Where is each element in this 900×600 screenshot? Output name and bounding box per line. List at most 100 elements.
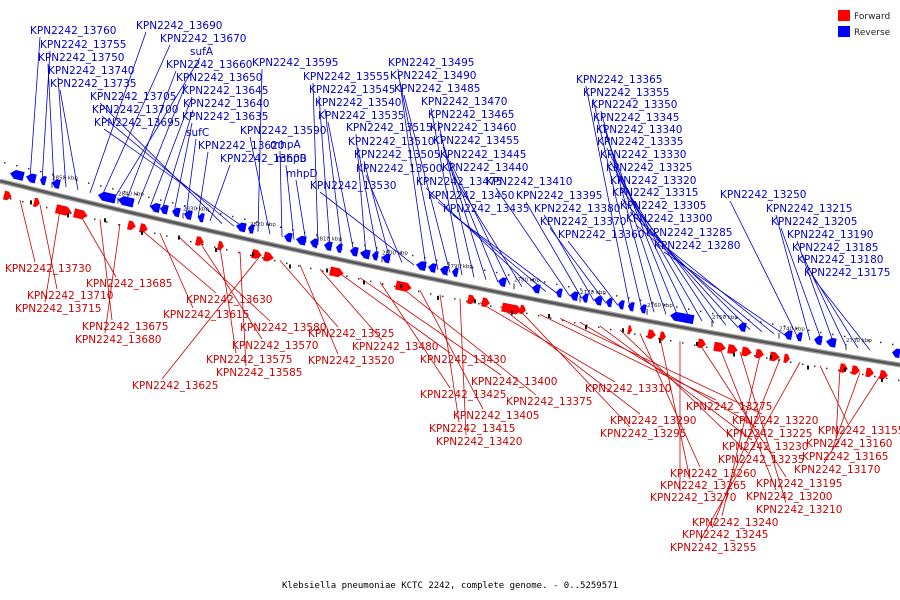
track-dot bbox=[892, 343, 894, 346]
reverse-gene-arrow bbox=[236, 222, 247, 233]
reverse-leader-line bbox=[324, 108, 343, 250]
reverse-leader-line bbox=[209, 164, 231, 221]
reverse-leader-line bbox=[285, 164, 295, 240]
track-dot bbox=[226, 249, 228, 251]
forward-gene-arrow bbox=[263, 251, 274, 262]
legend-reverse-swatch bbox=[838, 26, 850, 37]
reverse-gene-label: KPN2242_13440 bbox=[442, 162, 528, 174]
reverse-leader-line bbox=[249, 136, 271, 235]
forward-gene-label: KPN2242_13165 bbox=[802, 451, 888, 463]
genome-caption: Klebsiella pneumoniae KCTC 2242, complet… bbox=[282, 581, 618, 591]
gene-mark bbox=[511, 310, 513, 315]
forward-leader-line bbox=[104, 223, 121, 334]
reverse-gene-arrow bbox=[826, 337, 837, 348]
track-dot bbox=[886, 377, 888, 380]
reverse-leader-line bbox=[451, 173, 523, 288]
reverse-gene-label: KPN2242_13670 bbox=[160, 33, 246, 45]
scale-tick-label: 2800 kbp bbox=[382, 250, 408, 256]
reverse-leader-line bbox=[592, 98, 643, 311]
reverse-gene-label: KPN2242_13215 bbox=[766, 203, 852, 215]
reverse-gene-label: KPN2242_13285 bbox=[646, 227, 732, 239]
track-dot bbox=[208, 210, 210, 212]
track-dot bbox=[442, 295, 444, 298]
track-dot bbox=[538, 314, 540, 317]
reverse-gene-label: sufA bbox=[190, 46, 214, 58]
reverse-gene-label: KPN2242_13700 bbox=[92, 104, 178, 116]
reverse-leader-line bbox=[125, 70, 177, 202]
track-dot bbox=[658, 337, 660, 340]
reverse-gene-label: KPN2242_13175 bbox=[804, 267, 890, 279]
reverse-gene-arrow bbox=[184, 210, 193, 220]
scale-tick-label: 2730 kbp bbox=[846, 338, 872, 344]
forward-gene-label: KPN2242_13520 bbox=[308, 355, 394, 367]
track-dot bbox=[262, 257, 264, 259]
reverse-gene-label: KPN2242_13360 bbox=[558, 229, 644, 241]
reverse-gene-arrow bbox=[198, 213, 205, 223]
track-dot bbox=[874, 375, 876, 378]
scale-tick-label: 2740 kbp bbox=[779, 327, 805, 333]
forward-gene-arrow bbox=[727, 344, 738, 354]
forward-gene-arrow bbox=[713, 341, 726, 352]
forward-leader-line bbox=[359, 277, 502, 376]
forward-gene-label: KPN2242_13160 bbox=[806, 438, 892, 450]
forward-gene-arrow bbox=[879, 369, 888, 380]
reverse-gene-arrow bbox=[628, 302, 635, 312]
track-dot bbox=[232, 215, 234, 218]
reverse-gene-arrow bbox=[150, 202, 161, 213]
reverse-gene-label: KPN2242_13300 bbox=[626, 213, 712, 225]
reverse-gene-arrow bbox=[892, 348, 900, 359]
reverse-gene-arrow bbox=[570, 291, 579, 302]
reverse-leader-line bbox=[295, 179, 307, 243]
forward-gene-arrow bbox=[839, 363, 848, 373]
reverse-gene-arrow bbox=[738, 322, 747, 332]
gene-mark bbox=[104, 218, 106, 223]
track-dot bbox=[820, 331, 822, 334]
gene-mark bbox=[30, 200, 32, 205]
track-dot bbox=[586, 324, 588, 326]
track-dot bbox=[286, 262, 288, 264]
track-dot bbox=[124, 190, 126, 193]
reverse-leader-line bbox=[113, 57, 201, 199]
forward-gene-arrow bbox=[865, 367, 874, 378]
forward-gene-label: KPN2242_13630 bbox=[186, 294, 272, 306]
reverse-gene-label: KPN2242_13455 bbox=[433, 135, 519, 147]
forward-leader-line bbox=[639, 333, 701, 468]
track-dot bbox=[136, 193, 138, 196]
forward-leader-line bbox=[379, 281, 451, 389]
track-dot bbox=[850, 371, 852, 374]
reverse-gene-label: KPN2242_13750 bbox=[38, 52, 124, 64]
reverse-gene-arrow bbox=[784, 330, 793, 340]
track-dot bbox=[190, 240, 192, 243]
forward-gene-label: KPN2242_13580 bbox=[240, 322, 326, 334]
forward-gene-arrow bbox=[467, 294, 476, 305]
reverse-leader-line bbox=[452, 214, 559, 295]
track-dot bbox=[676, 306, 678, 308]
reverse-leader-line bbox=[449, 160, 511, 285]
reverse-gene-label: KPN2242_13445 bbox=[440, 149, 526, 161]
forward-leader-line bbox=[99, 219, 113, 321]
track-dot bbox=[856, 337, 858, 340]
forward-gene-label: KPN2242_13310 bbox=[585, 383, 671, 395]
reverse-leader-line bbox=[29, 36, 41, 179]
reverse-gene-label: sufC bbox=[186, 127, 209, 139]
track-dot bbox=[394, 285, 396, 288]
forward-gene-label: KPN2242_13260 bbox=[670, 468, 756, 480]
forward-gene-arrow bbox=[627, 325, 632, 335]
gene-mark bbox=[215, 247, 217, 252]
track-dot bbox=[364, 244, 366, 247]
scale-tick-label: 2820 kbp bbox=[250, 222, 276, 228]
reverse-gene-label: KPN2242_13760 bbox=[30, 25, 116, 37]
forward-gene-label: KPN2242_13710 bbox=[27, 290, 113, 302]
forward-gene-arrow bbox=[217, 240, 224, 251]
gene-mark bbox=[585, 325, 587, 330]
reverse-gene-arrow bbox=[416, 261, 427, 271]
forward-leader-line bbox=[161, 255, 261, 380]
track-dot bbox=[664, 304, 666, 306]
reverse-gene-label: KPN2242_13645 bbox=[182, 85, 268, 97]
reverse-gene-arrow bbox=[556, 288, 563, 298]
reverse-leader-line bbox=[257, 68, 263, 232]
forward-gene-label: KPN2242_13170 bbox=[794, 464, 880, 476]
reverse-leader-line bbox=[319, 191, 415, 266]
forward-leader-line bbox=[219, 247, 237, 354]
